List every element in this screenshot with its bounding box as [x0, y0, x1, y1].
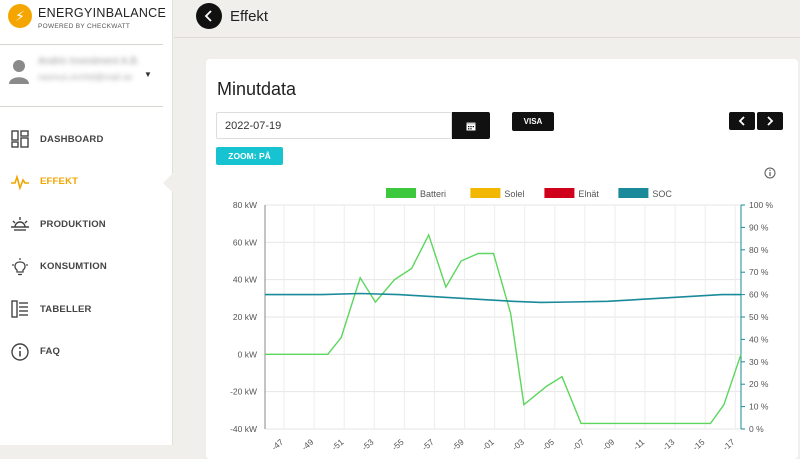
page-title: Effekt: [230, 8, 269, 25]
chevron-right-icon: [767, 116, 774, 126]
sidebar-item-label: PRODUKTION: [40, 218, 106, 230]
y-left-tick-label: 80 kW: [233, 200, 257, 210]
divider: [0, 106, 163, 107]
back-button[interactable]: [196, 3, 222, 29]
y-left-tick-label: -20 kW: [230, 387, 257, 397]
chevron-down-icon[interactable]: ▼: [144, 70, 152, 79]
user-email: rasmus.orchid@mail.se: [38, 72, 133, 82]
avatar-icon: [9, 60, 29, 84]
lightbulb-icon: [12, 257, 28, 275]
sidebar: ⚡ ENERGYINBALANCE POWERED BY CHECKWATT A…: [0, 0, 174, 445]
calendar-button[interactable]: [452, 112, 490, 139]
brand-subtitle: POWERED BY CHECKWATT: [38, 23, 131, 30]
sidebar-item-label: FAQ: [40, 346, 61, 358]
user-name: Andrin Investment A.B.: [38, 56, 140, 67]
y-right-tick-label: 10 %: [749, 402, 769, 412]
sidebar-nav: DASHBOARD EFFEKT PRODUKTION: [0, 118, 174, 374]
y-left-tick-label: -40 kW: [230, 424, 257, 434]
legend-label[interactable]: Solel: [504, 189, 524, 199]
y-right-tick-label: 90 %: [749, 222, 769, 232]
next-day-button[interactable]: [757, 112, 783, 130]
info-icon[interactable]: [764, 167, 776, 179]
active-indicator: [163, 171, 174, 194]
divider: [0, 44, 163, 45]
y-left-tick-label: 60 kW: [233, 237, 257, 247]
legend-label[interactable]: SOC: [652, 189, 672, 199]
zoom-toggle-button[interactable]: ZOOM: PÅ: [216, 147, 283, 165]
sidebar-item-tabeller[interactable]: TABELLER: [0, 288, 173, 331]
y-right-tick-label: 80 %: [749, 245, 769, 255]
sidebar-item-konsumtion[interactable]: KONSUMTION: [0, 246, 173, 289]
y-left-tick-label: 0 kW: [238, 349, 257, 359]
brand-name: ENERGYINBALANCE: [38, 6, 167, 20]
legend-swatch[interactable]: [544, 188, 575, 198]
card-title: Minutdata: [217, 79, 297, 99]
series-line-batteri[interactable]: [265, 233, 742, 425]
y-right-tick-label: 70 %: [749, 267, 769, 277]
y-right-tick-label: 20 %: [749, 379, 769, 389]
power-wave-icon: [11, 173, 29, 191]
legend-label[interactable]: Batteri: [420, 189, 446, 199]
legend-swatch[interactable]: [386, 188, 416, 198]
legend-swatch[interactable]: [618, 188, 649, 198]
brand[interactable]: ⚡ ENERGYINBALANCE POWERED BY CHECKWATT: [8, 4, 173, 34]
y-right-tick-label: 100 %: [749, 200, 774, 210]
calendar-icon: [466, 122, 476, 130]
power-chart: Batteri Solel Elnät SOC 80 kW 60 kW 40 kW 20 kW…: [230, 188, 774, 452]
page-header: Effekt: [174, 0, 800, 38]
legend-label[interactable]: Elnät: [578, 189, 599, 199]
sidebar-item-label: DASHBOARD: [40, 133, 104, 145]
dashboard-icon: [11, 130, 29, 148]
sidebar-item-label: EFFEKT: [40, 176, 79, 188]
previous-day-button[interactable]: [729, 112, 755, 130]
visa-button[interactable]: VISA: [512, 112, 554, 131]
y-right-tick-label: 0 %: [749, 424, 764, 434]
table-icon: [11, 300, 28, 318]
info-icon: [11, 343, 29, 361]
x-tick-label: -11: [631, 437, 647, 452]
chevron-left-icon: [738, 116, 745, 126]
sidebar-item-label: KONSUMTION: [40, 261, 107, 273]
sidebar-item-dashboard[interactable]: DASHBOARD: [0, 118, 173, 161]
y-left-tick-label: 20 kW: [233, 312, 257, 322]
chevron-left-icon: [204, 10, 212, 22]
minutdata-card: Minutdata 2022-07-19 VISA ZOOM: PÅ Batte…: [206, 59, 798, 459]
legend-swatch[interactable]: [470, 188, 501, 198]
sidebar-item-effekt[interactable]: EFFEKT: [0, 161, 174, 204]
date-input[interactable]: 2022-07-19: [216, 112, 452, 139]
sidebar-item-label: TABELLER: [40, 303, 92, 315]
series-line-soc[interactable]: [265, 292, 741, 304]
sidebar-item-faq[interactable]: FAQ: [0, 331, 173, 374]
y-right-tick-label: 40 %: [749, 334, 769, 344]
y-right-tick-label: 30 %: [749, 357, 769, 367]
sunrise-icon: [11, 217, 29, 231]
y-right-tick-label: 60 %: [749, 290, 769, 300]
sidebar-item-produktion[interactable]: PRODUKTION: [0, 203, 173, 246]
brand-logo-icon: ⚡: [8, 4, 32, 28]
user-menu[interactable]: Andrin Investment A.B. rasmus.orchid@mai…: [8, 52, 168, 92]
y-left-tick-label: 40 kW: [233, 275, 257, 285]
y-right-tick-label: 50 %: [749, 312, 769, 322]
